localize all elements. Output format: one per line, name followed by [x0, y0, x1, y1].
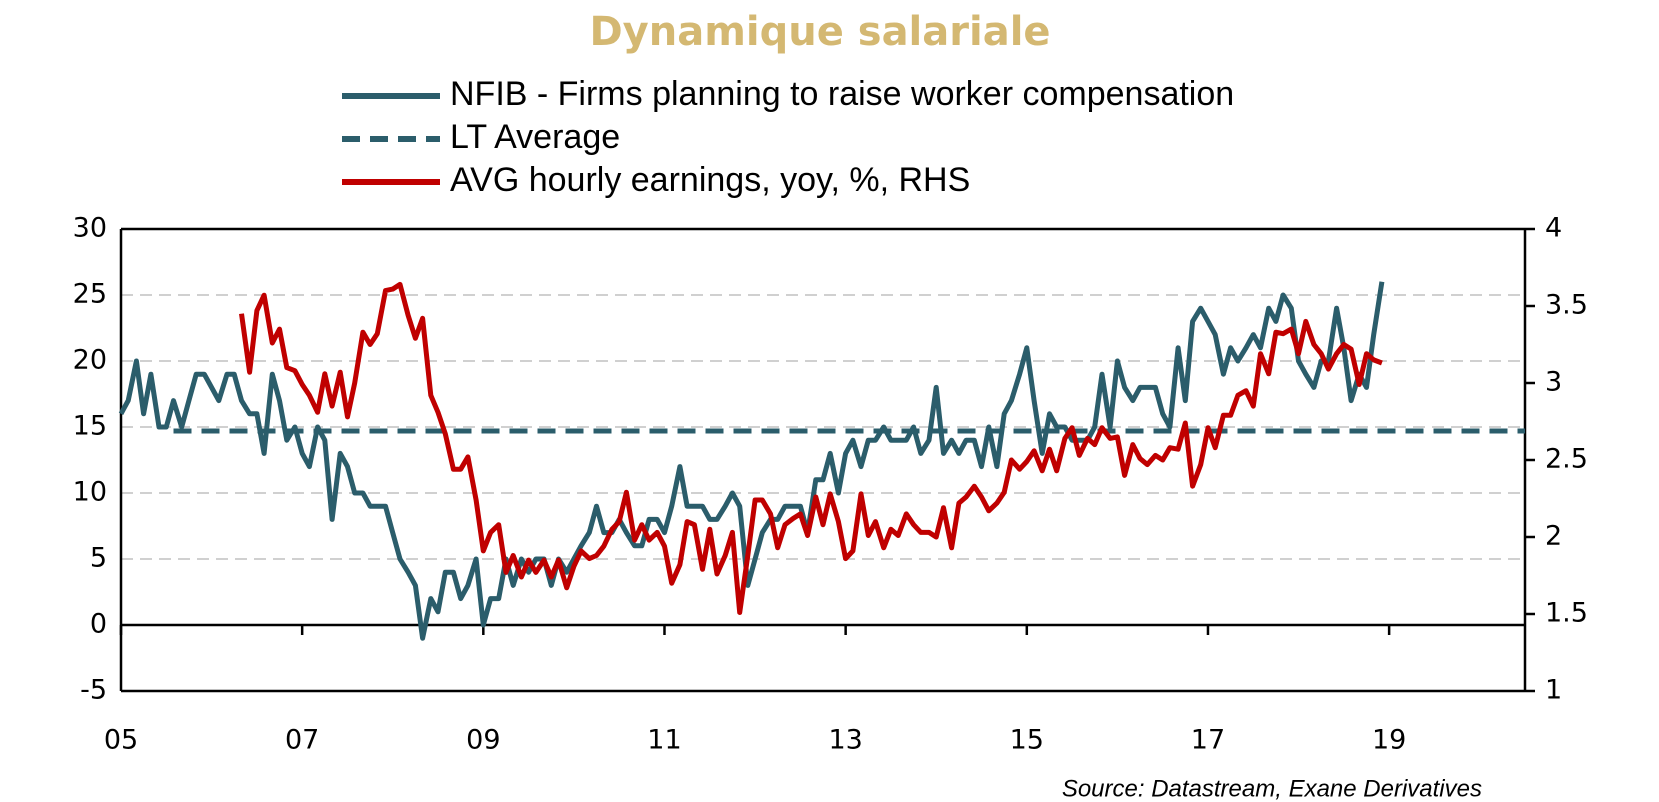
- y-tick-label: 15: [73, 411, 107, 442]
- series-line: [239, 281, 1383, 615]
- y-tick-label: 25: [73, 279, 107, 310]
- y2-tick-label: 1: [1545, 675, 1562, 706]
- x-tick-label: 15: [1010, 725, 1044, 756]
- x-tick-label: 11: [647, 725, 681, 756]
- y-tick-label: 30: [73, 213, 107, 244]
- y2-tick-label: 1.5: [1545, 598, 1588, 629]
- x-tick-label: 19: [1372, 725, 1406, 756]
- legend-label: AVG hourly earnings, yoy, %, RHS: [450, 161, 970, 199]
- series-line: [118, 281, 1385, 641]
- y2-tick-label: 4: [1545, 213, 1562, 244]
- x-tick-label: 17: [1191, 725, 1225, 756]
- x-tick-label: 05: [104, 725, 138, 756]
- y2-tick-label: 2.5: [1545, 444, 1588, 475]
- y-tick-label: 5: [90, 543, 107, 574]
- legend-label: NFIB - Firms planning to raise worker co…: [450, 75, 1234, 113]
- y2-tick-label: 3: [1545, 367, 1562, 398]
- x-tick-label: 09: [466, 725, 500, 756]
- legend-label: LT Average: [450, 118, 620, 156]
- x-tick-label: 13: [828, 725, 862, 756]
- source-note: Source: Datastream, Exane Derivatives: [1062, 775, 1482, 802]
- y2-tick-label: 3.5: [1545, 290, 1588, 321]
- y-tick-label: 20: [73, 345, 107, 376]
- y-tick-label: 0: [90, 609, 107, 640]
- y2-tick-label: 2: [1545, 521, 1562, 552]
- chart-title: Dynamique salariale: [589, 9, 1050, 55]
- y-tick-label: -5: [80, 675, 107, 706]
- y-tick-label: 10: [73, 477, 107, 508]
- x-tick-label: 07: [285, 725, 319, 756]
